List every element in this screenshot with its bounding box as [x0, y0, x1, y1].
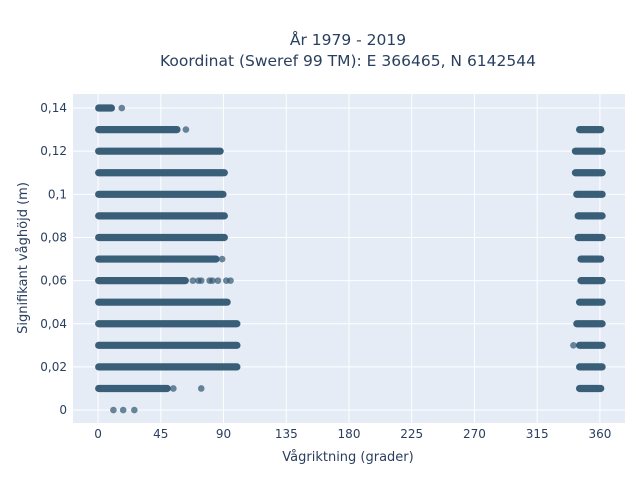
- x-tick-label: 225: [400, 427, 423, 441]
- data-point-cluster: [95, 255, 220, 263]
- data-point-cluster: [95, 277, 189, 285]
- data-point: [131, 406, 138, 414]
- data-point-cluster: [95, 125, 181, 134]
- data-point-cluster: [577, 277, 606, 285]
- grid-lines: [73, 94, 625, 423]
- data-point-cluster: [573, 190, 606, 198]
- data-point: [197, 385, 205, 392]
- chart-title-line-1: År 1979 - 2019: [290, 30, 406, 49]
- data-point: [118, 104, 126, 112]
- data-point-cluster: [576, 363, 606, 371]
- data-point-cluster: [576, 298, 606, 306]
- data-point-cluster: [95, 341, 241, 349]
- data-point: [119, 406, 127, 414]
- data-point-cluster: [95, 104, 116, 112]
- data-point-cluster: [571, 169, 606, 177]
- x-tick-label: 315: [526, 427, 549, 441]
- data-point: [209, 277, 216, 284]
- data-point-cluster: [95, 363, 241, 371]
- data-point: [182, 126, 190, 133]
- y-tick-label: 0: [59, 403, 67, 417]
- data-point: [189, 277, 197, 284]
- x-tick-label: 45: [153, 427, 168, 441]
- data-point: [110, 406, 117, 414]
- x-axis-ticks: 0 45 90 135 180 225 270 315 360: [94, 427, 611, 441]
- y-axis-ticks: 0 0,02 0,04 0,06 0,08 0,1 0,12 0,14: [40, 101, 67, 417]
- data-point-cluster: [576, 125, 605, 134]
- data-point-cluster: [95, 190, 227, 198]
- data-point-cluster: [95, 320, 241, 328]
- x-tick-label: 90: [216, 427, 231, 441]
- data-point-cluster: [576, 341, 606, 349]
- data-point: [218, 255, 226, 263]
- y-tick-label: 0,02: [40, 360, 67, 374]
- data-point-cluster: [95, 384, 171, 393]
- data-point: [570, 342, 577, 349]
- y-tick-label: 0,04: [40, 317, 67, 331]
- data-point-cluster: [95, 298, 231, 306]
- x-axis-label: Vågriktning (grader): [282, 450, 413, 465]
- data-point: [227, 277, 234, 284]
- data-point-cluster: [574, 212, 606, 220]
- y-axis-label: Signifikant våghöjd (m): [16, 182, 31, 334]
- x-tick-label: 360: [588, 427, 611, 441]
- y-tick-label: 0,14: [40, 101, 67, 115]
- y-tick-label: 0,12: [40, 144, 67, 158]
- data-point-cluster: [95, 233, 228, 242]
- y-tick-label: 0,08: [40, 230, 67, 244]
- data-point: [197, 277, 205, 284]
- data-point-cluster: [571, 147, 606, 155]
- y-tick-label: 0,06: [40, 274, 67, 288]
- data-point: [214, 277, 222, 284]
- data-markers: [95, 104, 606, 414]
- data-point-cluster: [95, 169, 228, 177]
- chart-title-line-2: Koordinat (Sweref 99 TM): E 366465, N 61…: [160, 52, 536, 70]
- data-point-cluster: [576, 384, 605, 393]
- x-tick-label: 0: [94, 427, 102, 441]
- data-point-cluster: [574, 233, 606, 242]
- x-tick-label: 180: [338, 427, 361, 441]
- x-tick-label: 270: [463, 427, 486, 441]
- data-point: [170, 385, 177, 392]
- y-tick-label: 0,1: [48, 187, 67, 201]
- x-tick-label: 135: [275, 427, 298, 441]
- data-point-cluster: [95, 147, 224, 155]
- data-point-cluster: [95, 212, 228, 220]
- data-point-cluster: [577, 255, 605, 263]
- data-point-cluster: [573, 320, 606, 328]
